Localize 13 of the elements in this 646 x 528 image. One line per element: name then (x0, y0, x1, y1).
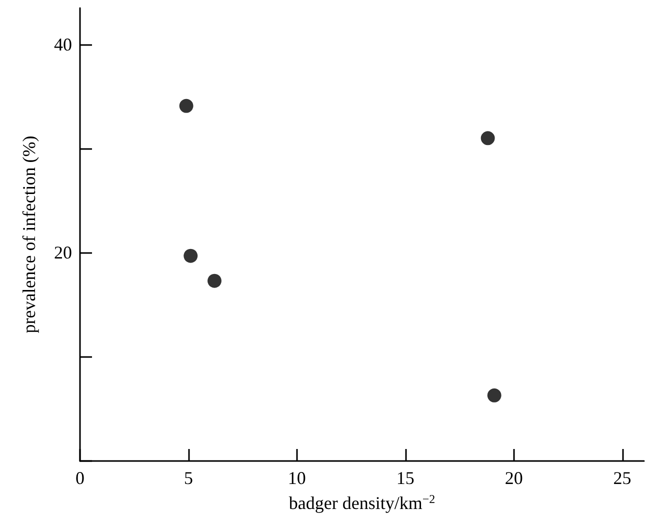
x-tick-label: 10 (288, 468, 306, 488)
x-tick-label: 15 (396, 468, 414, 488)
point (208, 274, 222, 288)
point (480, 131, 495, 146)
point (487, 388, 502, 402)
x-tick-label: 20 (504, 468, 523, 488)
point (184, 248, 198, 263)
x-tick-label: 0 (76, 468, 84, 488)
x-tick-label: 5 (184, 468, 193, 488)
y-axis-title: prevalence of infection (%) (19, 136, 39, 334)
point (179, 98, 194, 113)
x-tick-label: 25 (613, 468, 632, 488)
y-tick-label: 40 (54, 34, 72, 54)
